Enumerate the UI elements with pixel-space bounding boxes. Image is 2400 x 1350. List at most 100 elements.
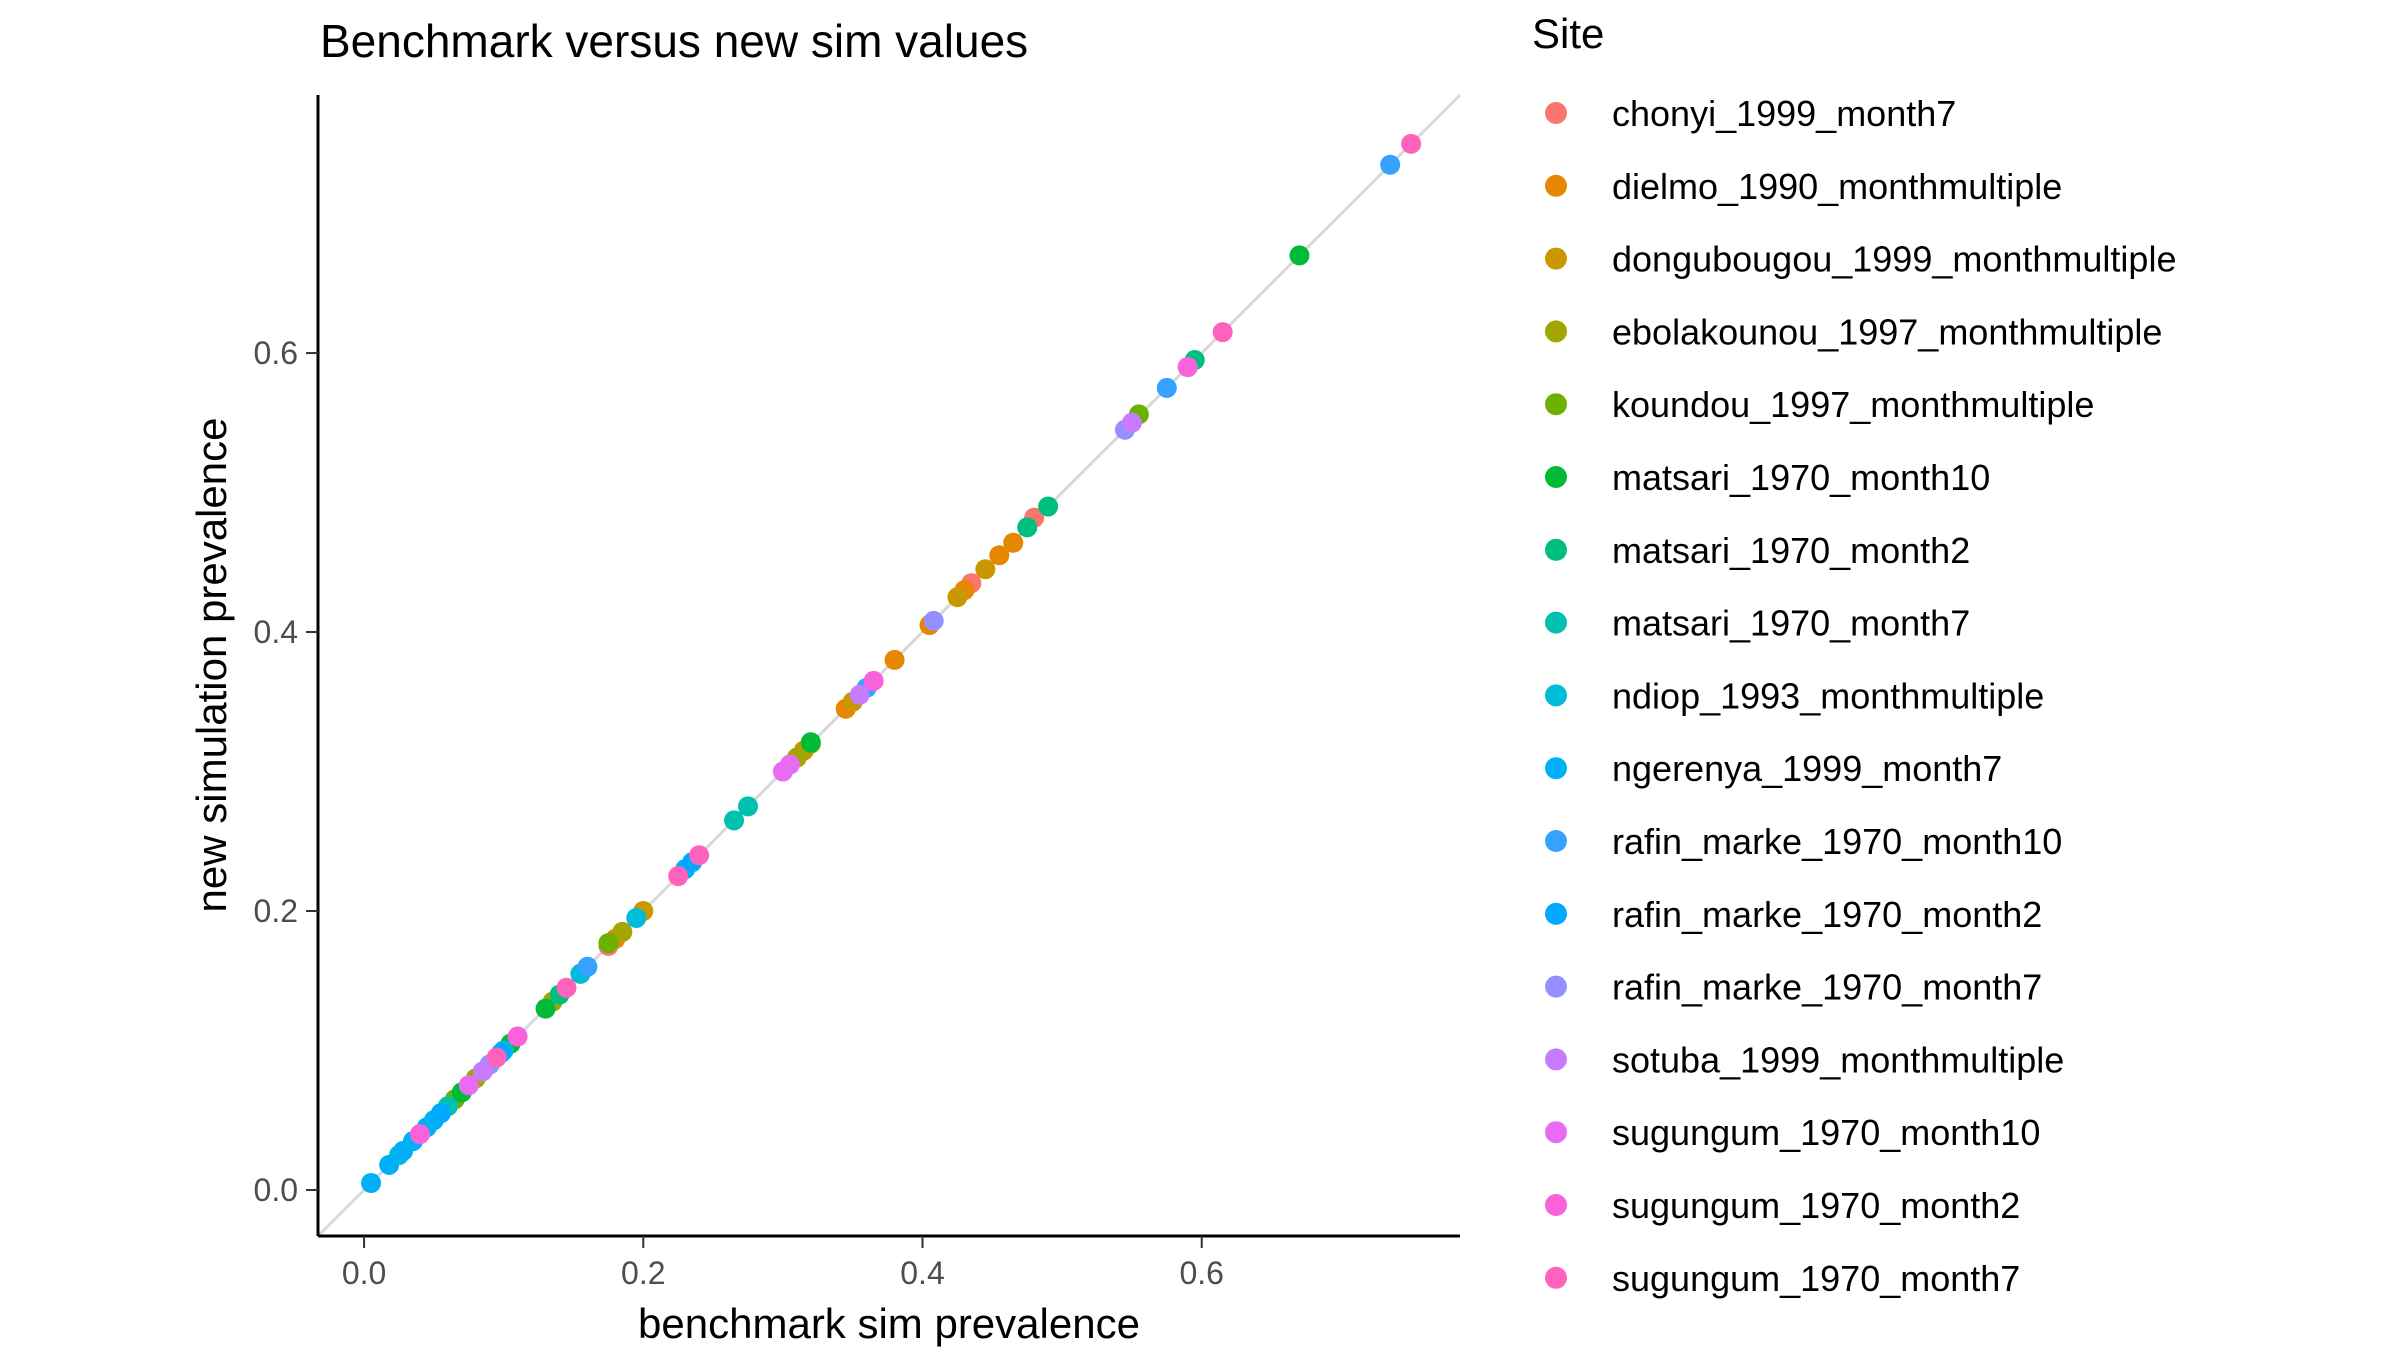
legend-item: sugungum_1970_month2 <box>1545 1185 2020 1226</box>
legend-key <box>1545 830 1567 852</box>
legend-item: koundou_1997_monthmultiple <box>1545 384 2094 425</box>
legend-key <box>1545 320 1567 343</box>
legend-key <box>1545 902 1567 925</box>
data-point <box>800 732 821 753</box>
data-point <box>947 587 968 608</box>
data-point <box>409 1124 430 1145</box>
data-point <box>577 956 598 977</box>
series-sugungum_1970_month10 <box>458 754 800 1096</box>
legend-item: dongubougou_1999_monthmultiple <box>1545 239 2176 280</box>
data-point <box>379 1154 400 1175</box>
data-point <box>486 1047 507 1068</box>
legend-label: dongubougou_1999_monthmultiple <box>1612 239 2176 280</box>
legend-label: chonyi_1999_month7 <box>1612 93 1956 134</box>
legend-item: rafin_marke_1970_month2 <box>1545 894 2042 935</box>
data-point <box>863 670 884 691</box>
legend-label: sugungum_1970_month2 <box>1612 1185 2020 1226</box>
legend-item: sugungum_1970_month7 <box>1545 1258 2020 1299</box>
legend-item: sotuba_1999_monthmultiple <box>1545 1039 2064 1080</box>
legend-key <box>1545 538 1567 561</box>
series-sugungum_1970_month2 <box>409 356 1198 1145</box>
legend-item: ndiop_1993_monthmultiple <box>1545 675 2044 716</box>
x-tick-label: 0.4 <box>900 1255 944 1291</box>
legend-label: rafin_marke_1970_month7 <box>1612 967 2042 1008</box>
y-tick-label: 0.0 <box>254 1172 298 1208</box>
x-axis-ticks: 0.0 0.2 0.4 0.6 <box>342 1236 1224 1291</box>
data-point <box>1017 517 1038 538</box>
data-point <box>361 1172 382 1193</box>
data-point <box>626 907 647 928</box>
data-point <box>737 796 758 817</box>
legend-key <box>1545 611 1567 634</box>
data-point <box>612 921 633 942</box>
legend-label: matsari_1970_month10 <box>1612 457 1990 498</box>
legend-key <box>1545 466 1567 488</box>
legend-key <box>1545 174 1567 197</box>
legend-item: rafin_marke_1970_month10 <box>1545 821 2062 862</box>
data-point <box>507 1026 528 1047</box>
data-point <box>668 866 689 887</box>
series-sotuba_1999_monthmultiple <box>472 412 1142 1082</box>
legend-label: ndiop_1993_monthmultiple <box>1612 675 2044 716</box>
data-point <box>1121 412 1142 433</box>
data-point <box>430 1103 451 1124</box>
legend-item: matsari_1970_month2 <box>1545 530 1970 571</box>
series-sugungum_1970_month7 <box>486 133 1422 1068</box>
legend-key <box>1545 684 1567 707</box>
legend-label: matsari_1970_month2 <box>1612 530 1970 571</box>
data-point <box>1177 356 1198 377</box>
legend: Site chonyi_1999_month7 dielmo_1990_month… <box>1532 10 2176 1299</box>
legend-key <box>1545 1266 1567 1289</box>
legend-title: Site <box>1532 10 1604 57</box>
y-axis-ticks: 0.0 0.2 0.4 0.6 <box>254 335 318 1208</box>
legend-label: sugungum_1970_month10 <box>1612 1112 2040 1153</box>
data-point <box>1401 133 1422 154</box>
data-point <box>779 754 800 775</box>
data-point <box>458 1075 479 1096</box>
legend-label: matsari_1970_month7 <box>1612 603 1970 644</box>
legend-key <box>1545 393 1567 416</box>
legend-label: dielmo_1990_monthmultiple <box>1612 166 2062 207</box>
data-point <box>884 649 905 670</box>
legend-label: rafin_marke_1970_month2 <box>1612 894 2042 935</box>
data-point <box>598 933 619 954</box>
data-point <box>989 545 1010 566</box>
data-point <box>556 977 577 998</box>
legend-label: ngerenya_1999_month7 <box>1612 748 2002 789</box>
legend-key <box>1545 757 1567 780</box>
data-point <box>689 845 710 866</box>
data-point <box>1003 532 1024 553</box>
data-point <box>849 684 870 705</box>
legend-label: sugungum_1970_month7 <box>1612 1258 2020 1299</box>
legend-key <box>1545 102 1567 124</box>
legend-label: rafin_marke_1970_month10 <box>1612 821 2062 862</box>
data-point <box>1289 245 1310 266</box>
legend-item: ebolakounou_1997_monthmultiple <box>1545 311 2162 352</box>
y-tick-label: 0.2 <box>254 893 298 929</box>
data-point <box>724 810 745 831</box>
legend-item: dielmo_1990_monthmultiple <box>1545 166 2062 207</box>
data-point <box>472 1061 493 1082</box>
x-tick-label: 0.0 <box>342 1255 386 1291</box>
legend-label: koundou_1997_monthmultiple <box>1612 384 2094 425</box>
legend-key <box>1545 1121 1567 1144</box>
legend-items: chonyi_1999_month7 dielmo_1990_monthmulti… <box>1545 93 2176 1299</box>
legend-label: ebolakounou_1997_monthmultiple <box>1612 311 2162 352</box>
legend-item: matsari_1970_month10 <box>1545 457 1990 498</box>
x-tick-label: 0.6 <box>1179 1255 1223 1291</box>
chart-title: Benchmark versus new sim values <box>320 15 1028 67</box>
y-tick-label: 0.4 <box>254 614 298 650</box>
x-tick-label: 0.2 <box>621 1255 665 1291</box>
data-point <box>1380 154 1401 175</box>
y-tick-label: 0.6 <box>254 335 298 371</box>
legend-key <box>1545 1048 1567 1071</box>
x-axis-title: benchmark sim prevalence <box>638 1300 1140 1347</box>
data-point <box>975 559 996 580</box>
legend-label: sotuba_1999_monthmultiple <box>1612 1039 2064 1080</box>
y-axis-title: new simulation prevalence <box>188 418 235 913</box>
legend-item: chonyi_1999_month7 <box>1545 93 1956 134</box>
data-point <box>535 998 556 1019</box>
data-point <box>1038 496 1059 517</box>
